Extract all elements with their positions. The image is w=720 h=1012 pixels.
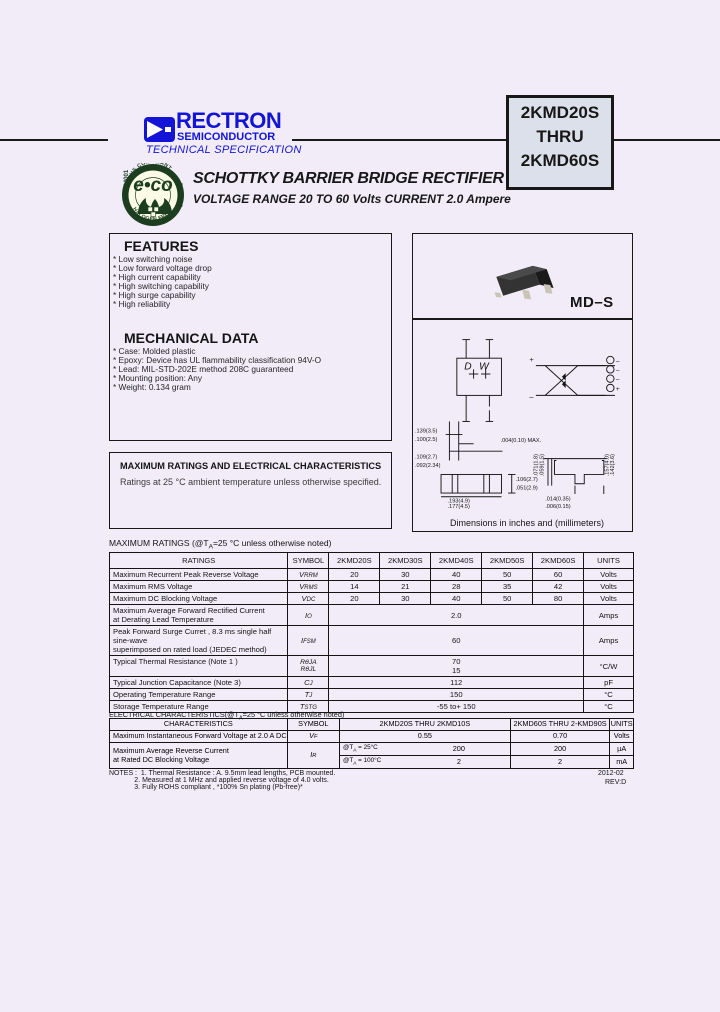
svg-text:.006(0.15): .006(0.15) [545, 504, 571, 510]
svg-text:D: D [464, 361, 472, 372]
svg-text:e•co: e•co [133, 175, 172, 196]
svg-text:–: – [529, 392, 534, 401]
svg-text:–: – [616, 376, 620, 383]
svg-text:W: W [479, 361, 490, 372]
svg-text:–: – [616, 367, 620, 374]
svg-text:ISO 14001: ISO 14001 [124, 169, 130, 198]
svg-text:.059(1.5): .059(1.5) [539, 454, 545, 476]
svg-text:–: – [616, 358, 620, 365]
svg-text:.139(3.5): .139(3.5) [415, 429, 437, 435]
svg-text:.177(4.5): .177(4.5) [448, 504, 470, 510]
svg-text:+: + [529, 355, 533, 364]
svg-text:.092(2.34): .092(2.34) [415, 463, 441, 469]
svg-text:.109(2.7): .109(2.7) [415, 455, 437, 461]
svg-text:.142(3.6): .142(3.6) [610, 454, 616, 476]
svg-text:.051(2.9): .051(2.9) [515, 485, 537, 491]
svg-text:.004(0.10) MAX.: .004(0.10) MAX. [501, 438, 542, 444]
svg-text:TS16949: TS16949 [176, 183, 182, 208]
svg-text:.106(2.7): .106(2.7) [515, 477, 537, 483]
svg-text:.100(2.5): .100(2.5) [415, 437, 437, 443]
svg-text:+: + [616, 386, 620, 393]
svg-text:.014(0.35): .014(0.35) [545, 496, 571, 502]
